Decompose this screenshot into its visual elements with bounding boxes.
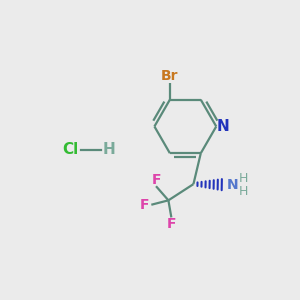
Text: F: F <box>151 173 161 187</box>
Text: H: H <box>103 142 116 158</box>
Text: Br: Br <box>161 69 178 83</box>
Text: Cl: Cl <box>62 142 79 158</box>
Text: H: H <box>239 172 248 185</box>
Text: N: N <box>216 119 229 134</box>
Text: N: N <box>226 178 238 192</box>
Text: F: F <box>140 198 150 212</box>
Text: F: F <box>167 217 176 231</box>
Text: H: H <box>239 185 248 198</box>
